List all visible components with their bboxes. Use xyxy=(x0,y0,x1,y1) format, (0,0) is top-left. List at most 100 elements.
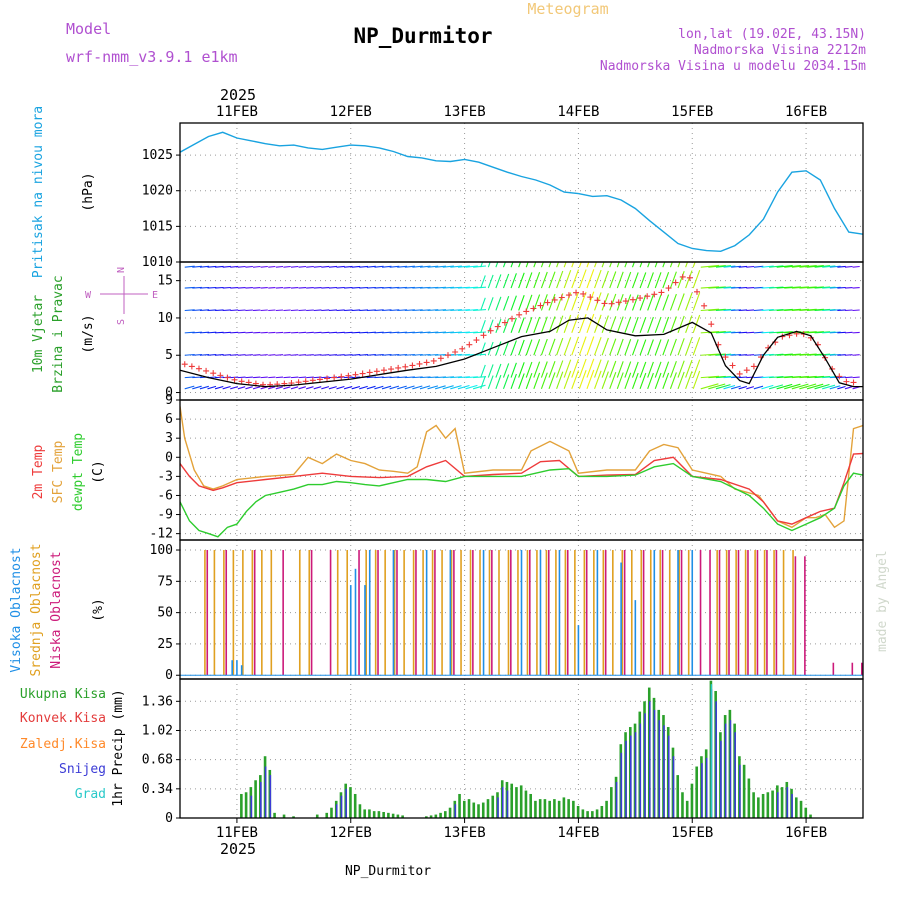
wind-barb xyxy=(253,376,261,379)
wind-barb xyxy=(222,286,231,289)
wind-barb xyxy=(556,270,564,289)
snow-bar xyxy=(501,787,504,818)
wind-barb xyxy=(230,287,239,289)
wind-barb xyxy=(647,372,654,389)
wind-gust-marker xyxy=(637,295,644,302)
wind-barb xyxy=(412,385,423,390)
wind-barb xyxy=(730,385,741,390)
wind-barb xyxy=(253,354,261,356)
wind-barb xyxy=(571,291,580,311)
wind-barb xyxy=(571,269,580,289)
pressure-ytick-label: 1010 xyxy=(142,255,173,270)
wind-barb xyxy=(465,286,478,289)
date-label-top: 13FEB xyxy=(444,104,486,120)
snow-bar xyxy=(667,735,670,818)
snow-bar xyxy=(250,795,253,818)
wind-barb xyxy=(237,331,246,334)
wind-barb xyxy=(746,265,755,268)
wind-barb xyxy=(578,314,587,334)
wind-barb xyxy=(852,287,860,289)
temperature-grid: -12 -9 -6 -3 0 3 6 9 xyxy=(150,393,863,542)
model-label: Model xyxy=(66,20,111,38)
snow-bar xyxy=(629,735,632,818)
total-precip-bar xyxy=(254,780,257,818)
wind-gust-marker xyxy=(693,288,700,295)
wind-barb xyxy=(708,383,726,390)
wind-barb xyxy=(435,309,447,312)
wind-barb xyxy=(594,269,602,289)
wind-barb xyxy=(844,376,853,379)
wind-barb xyxy=(442,385,454,390)
wind-barb xyxy=(336,385,345,390)
total-precip-bar xyxy=(377,811,381,818)
wind-barb xyxy=(746,386,755,390)
temperature-ytick-label: -9 xyxy=(157,508,173,523)
wind-barb xyxy=(215,376,224,379)
total-precip-bar xyxy=(472,802,476,818)
wind-gust-marker xyxy=(181,361,188,368)
wind-gust-marker xyxy=(473,337,480,344)
snow-bar xyxy=(777,792,779,818)
wind-barb xyxy=(556,262,560,268)
wind-barb xyxy=(495,363,502,378)
wind-barb xyxy=(283,376,291,379)
snow-bar xyxy=(705,757,708,818)
wind-gust-marker xyxy=(331,374,338,381)
pressure-panel-frame xyxy=(179,122,864,263)
wind-gust-marker xyxy=(701,302,708,309)
wind-barb xyxy=(344,354,353,356)
wind-barb xyxy=(495,374,502,389)
wind-barb xyxy=(662,339,670,356)
wind-barb xyxy=(540,316,548,334)
wind-barb xyxy=(359,354,369,356)
wind-barb xyxy=(336,286,345,289)
wind-barb xyxy=(738,309,748,312)
pressure-grid: 1010 1015 1020 1025 xyxy=(142,123,863,270)
date-label-bottom: 12FEB xyxy=(330,825,372,841)
wind-barb xyxy=(313,386,322,390)
wind-barb xyxy=(852,376,860,379)
temperature-ytick-label: -12 xyxy=(150,527,173,542)
wind-barb xyxy=(480,342,486,356)
clouds-ytick-label: 25 xyxy=(157,637,173,652)
wind-barb xyxy=(609,293,617,311)
temperature-ytick-label: 3 xyxy=(165,431,173,446)
wind-barb xyxy=(540,271,548,289)
total-precip-bar xyxy=(757,797,760,818)
snow-bar xyxy=(497,797,499,818)
wind-barb xyxy=(321,287,330,289)
wind-ytick-label: 0 xyxy=(165,386,173,401)
wind-barb xyxy=(624,361,632,378)
total-precip-bar xyxy=(358,804,362,818)
wind-barb xyxy=(837,331,846,334)
wind-barb xyxy=(844,331,853,334)
total-precip-bar xyxy=(538,799,542,818)
clouds-ytick-label: 0 xyxy=(165,668,173,683)
total-precip-bar xyxy=(434,814,438,818)
total-precip-bar xyxy=(685,800,689,818)
precip-ytick-label: 1.02 xyxy=(142,723,173,738)
wind-barb xyxy=(677,371,685,389)
wind-barb xyxy=(283,287,291,289)
wind-barb xyxy=(799,264,817,268)
wind-barb xyxy=(753,309,764,312)
wind-barb xyxy=(245,265,253,268)
wind-barb xyxy=(548,293,556,311)
total-precip-bar xyxy=(799,800,803,818)
wind-barb xyxy=(692,370,701,389)
total-precip-bar xyxy=(809,814,812,818)
wind-barb xyxy=(639,372,647,389)
wind-barb xyxy=(624,262,628,268)
wind-barb xyxy=(829,286,841,289)
wind-barb xyxy=(738,376,748,379)
wind-barb xyxy=(700,383,719,390)
wind-barb xyxy=(487,375,494,389)
wind-barb xyxy=(321,376,330,379)
wind-barb xyxy=(647,316,654,334)
wind-barb xyxy=(578,291,587,311)
wind-gust-marker xyxy=(501,319,508,326)
wind-barb xyxy=(306,376,314,379)
wind-barb xyxy=(510,362,517,378)
wind-barb xyxy=(563,270,572,289)
wind-barb xyxy=(328,386,337,390)
